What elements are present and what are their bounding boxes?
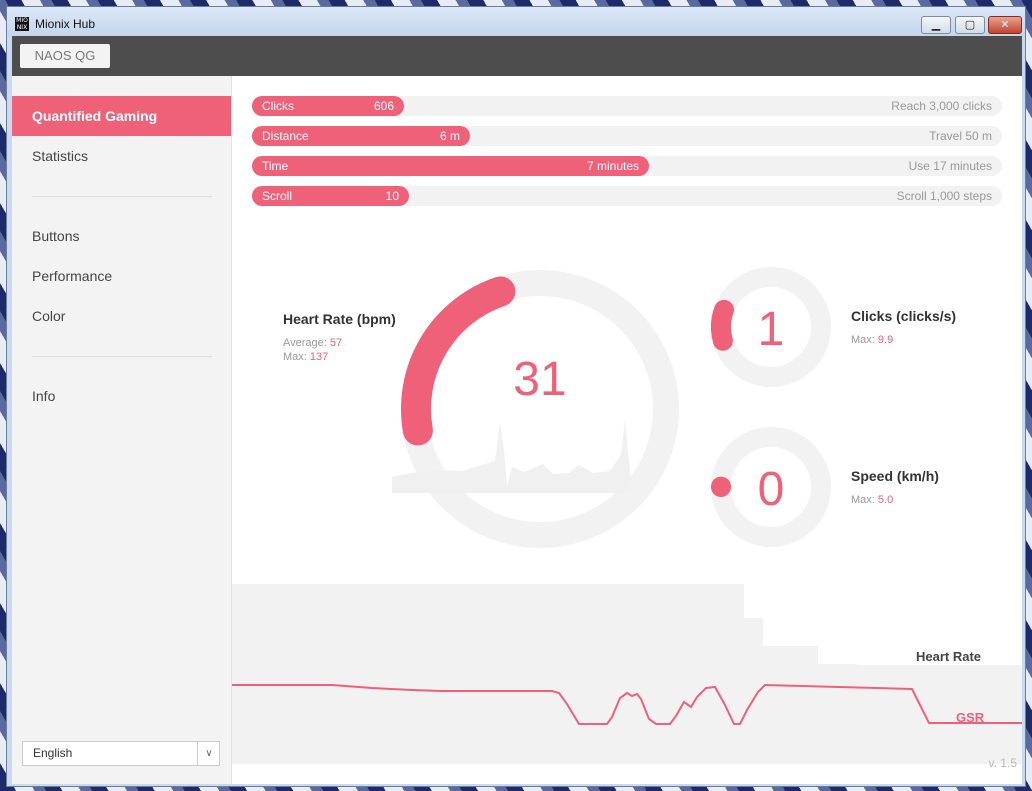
- heart-rate-max-label: Max:: [283, 351, 307, 363]
- heart-rate-average-value: 57: [329, 337, 343, 349]
- gsr-legend: GSR: [956, 710, 985, 725]
- time-progress-goal: Use 17 minutes: [908, 159, 992, 173]
- sidebar-item-buttons[interactable]: Buttons: [32, 228, 80, 244]
- language-select[interactable]: English ∨: [22, 741, 220, 766]
- scroll-progress-bar: Scroll 10 Scroll 1,000 steps: [252, 186, 1002, 206]
- heart-rate-max: Max: 137: [283, 351, 328, 363]
- sidebar-item-quantified-gaming[interactable]: Quantified Gaming: [12, 96, 231, 136]
- time-progress-value: 7 minutes: [586, 159, 639, 173]
- app-logo: MIO NIX: [15, 17, 29, 31]
- heart-rate-gauge-arc: [401, 276, 516, 446]
- heart-rate-average-label: Average:: [283, 337, 327, 349]
- clicks-rate-max: Max: 9.9: [851, 334, 893, 346]
- speed-max-label: Max:: [851, 494, 875, 506]
- distance-progress-fill: Distance 6 m: [252, 126, 470, 146]
- sidebar-divider: [32, 196, 212, 197]
- window-title: Mionix Hub: [35, 17, 96, 31]
- session-graph: [232, 584, 1022, 764]
- time-progress-bar: Time 7 minutes Use 17 minutes: [252, 156, 1002, 176]
- heart-rate-current: 31: [513, 353, 567, 406]
- clicks-rate-title: Clicks (clicks/s): [851, 308, 957, 324]
- clicks-progress-value: 606: [373, 99, 394, 113]
- heart-rate-title: Heart Rate (bpm): [283, 311, 396, 327]
- speed-max: Max: 5.0: [851, 494, 893, 506]
- scroll-progress-label: Scroll: [262, 189, 293, 203]
- heart-rate-gauge: [392, 270, 679, 548]
- sidebar-item-performance[interactable]: Performance: [32, 268, 113, 284]
- distance-progress-value: 6 m: [439, 129, 460, 143]
- gsr-line: [232, 683, 1022, 725]
- maximize-button[interactable]: ▢: [955, 16, 985, 34]
- clicks-progress-label: Clicks: [262, 99, 294, 113]
- chevron-down-icon[interactable]: ∨: [205, 748, 213, 759]
- language-value: English: [33, 746, 73, 760]
- sidebar-item-color[interactable]: Color: [32, 308, 66, 324]
- heart-rate-average: Average: 57: [283, 337, 342, 349]
- sidebar-item-statistics[interactable]: Statistics: [32, 148, 89, 164]
- close-icon: ✕: [1000, 18, 1010, 31]
- device-bar: NAOS QG: [12, 36, 1022, 76]
- maximize-icon: ▢: [964, 18, 976, 31]
- clicks-progress-goal: Reach 3,000 clicks: [891, 99, 992, 113]
- distance-progress-goal: Travel 50 m: [929, 129, 992, 143]
- distance-progress-label: Distance: [262, 129, 309, 143]
- clicks-gauge: [711, 267, 831, 387]
- device-tab[interactable]: NAOS QG: [20, 44, 110, 68]
- scroll-progress-goal: Scroll 1,000 steps: [896, 189, 992, 203]
- app-content: NAOS QG Quantified Gaming Statistics But…: [12, 36, 1022, 784]
- select-divider: [197, 742, 198, 765]
- sidebar: Quantified Gaming Statistics Buttons Per…: [12, 76, 232, 784]
- clicks-progress-fill: Clicks 606: [252, 96, 404, 116]
- minimize-button[interactable]: ▁: [921, 16, 951, 34]
- time-progress-fill: Time 7 minutes: [252, 156, 649, 176]
- version-label: v. 1.5: [988, 756, 1017, 770]
- heart-rate-legend: Heart Rate: [916, 649, 982, 664]
- clicks-current: 1: [757, 303, 785, 356]
- heart-rate-waveform: [392, 420, 631, 493]
- minimize-icon: ▁: [931, 18, 941, 31]
- title-bar[interactable]: MIO NIX Mionix Hub ▁ ▢ ✕: [7, 7, 1025, 37]
- distance-progress-bar: Distance 6 m Travel 50 m: [252, 126, 1002, 146]
- scroll-progress-fill: Scroll 10: [252, 186, 409, 206]
- heart-rate-area: [232, 584, 1022, 764]
- close-button[interactable]: ✕: [988, 16, 1022, 34]
- heart-rate-max-value: 137: [309, 351, 329, 363]
- sidebar-divider: [32, 356, 212, 357]
- time-progress-label: Time: [262, 159, 289, 173]
- speed-title: Speed (km/h): [851, 468, 939, 484]
- clicks-progress-bar: Clicks 606 Reach 3,000 clicks: [252, 96, 1002, 116]
- speed-gauge: [711, 427, 831, 547]
- app-window: MIO NIX Mionix Hub ▁ ▢ ✕ NAOS QG Quantif…: [6, 6, 1026, 787]
- scroll-progress-value: 10: [385, 189, 399, 203]
- speed-max-value: 5.0: [877, 494, 894, 506]
- speed-current: 0: [757, 463, 785, 516]
- sidebar-item-info[interactable]: Info: [32, 388, 56, 404]
- clicks-gauge-arc: [711, 299, 734, 351]
- clicks-rate-max-label: Max:: [851, 334, 875, 346]
- clicks-rate-max-value: 9.9: [877, 334, 894, 346]
